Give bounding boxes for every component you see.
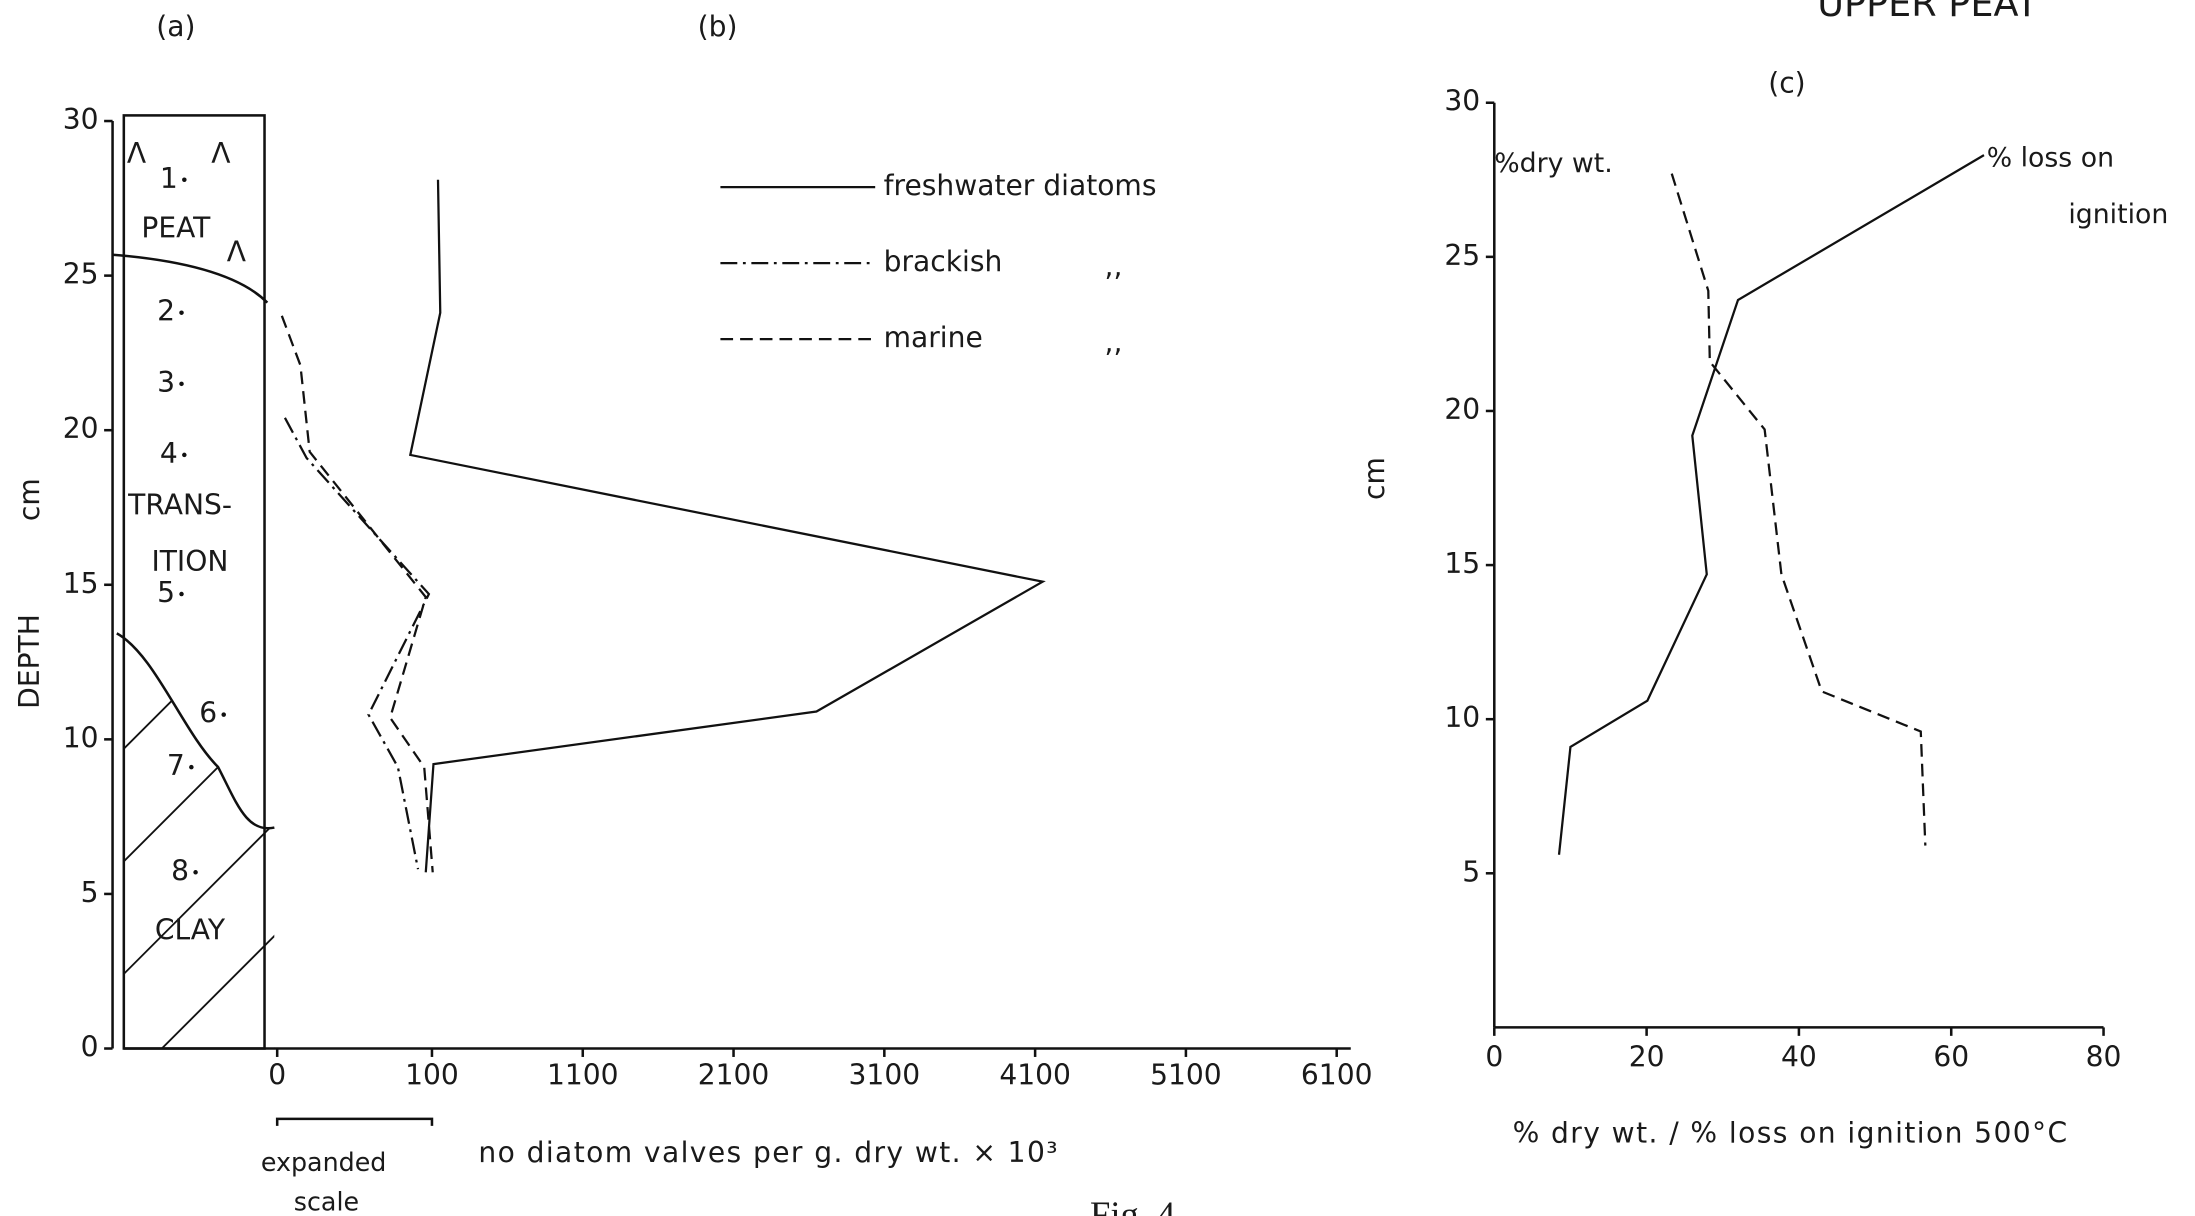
peat-boundary	[112, 253, 269, 304]
series-label: %dry wt.	[1494, 148, 1612, 179]
sediment-line	[1557, 154, 1985, 855]
y-tick-label: 30	[1444, 85, 1480, 118]
x-tick-label: 40	[1781, 1040, 1817, 1073]
legend-label: brackish	[884, 245, 1003, 278]
sample-label: 6	[199, 697, 217, 730]
diatom-line	[283, 417, 431, 870]
diatom-line	[280, 315, 434, 873]
x-tick-label: 0	[268, 1059, 286, 1092]
sediment-line	[1670, 173, 1927, 846]
y-axis-unit: cm	[13, 478, 46, 521]
sample-point	[221, 712, 226, 717]
y-tick-label: 25	[63, 258, 99, 291]
peat-symbol: Λ	[211, 137, 230, 170]
y-tick-label: 20	[63, 412, 99, 445]
x-axis-label: % dry wt. / % loss on ignition 500°C	[1513, 1116, 2069, 1149]
x-tick-label: 60	[1933, 1040, 1969, 1073]
series-label: % loss on	[1987, 143, 2114, 174]
y-tick-label: 5	[81, 876, 99, 909]
sample-label: 2	[157, 295, 175, 328]
x-axis-label: no diatom valves per g. dry wt. × 10³	[478, 1136, 1059, 1169]
x-tick-label: 5100	[1150, 1059, 1222, 1092]
y-tick-label: 20	[1444, 393, 1480, 426]
y-tick-label: 15	[1444, 547, 1480, 580]
sample-point	[193, 870, 198, 875]
title: UPPER PEAT	[1817, 0, 2038, 25]
sample-point	[179, 310, 184, 315]
x-tick-label: 1100	[547, 1059, 619, 1092]
panel-label: (b)	[698, 10, 738, 43]
sample-label: 1	[160, 162, 178, 195]
sample-point	[182, 452, 187, 458]
diatom-line	[408, 179, 1046, 873]
unit-label: ITION	[151, 545, 228, 578]
y-tick-label: 15	[63, 567, 99, 600]
sample-label: 8	[171, 854, 189, 887]
expanded-scale-bracket	[275, 1117, 434, 1126]
legend-ditto: ,,	[1105, 325, 1123, 358]
x-tick-label: 0	[1485, 1040, 1503, 1073]
sample-point	[179, 591, 184, 597]
sample-point	[182, 177, 187, 183]
sample-label: 5	[157, 576, 175, 609]
sample-point	[189, 764, 194, 770]
sample-label: 3	[157, 366, 175, 399]
x-tick-label: 80	[2086, 1040, 2122, 1073]
x-tick-label: 6100	[1301, 1059, 1373, 1092]
clay-hatching	[123, 633, 275, 1049]
y-tick-label: 10	[63, 721, 99, 754]
unit-label: TRANS-	[127, 489, 232, 522]
expanded-scale-label: scale	[294, 1186, 359, 1216]
series-label: ignition	[2068, 199, 2168, 230]
peat-symbol: Λ	[127, 137, 146, 170]
sample-label: 7	[167, 749, 185, 782]
panel-label: (a)	[156, 10, 195, 43]
y-axis-label: DEPTH	[13, 614, 46, 709]
legend-label: freshwater diatoms	[884, 169, 1157, 202]
expanded-scale-label: expanded	[261, 1147, 386, 1177]
x-tick-label: 4100	[999, 1059, 1071, 1092]
x-tick-label: 20	[1629, 1040, 1665, 1073]
y-tick-label: 25	[1444, 239, 1480, 272]
sample-label: 4	[160, 437, 178, 470]
sample-point	[179, 381, 184, 387]
panel-label: (c)	[1768, 66, 1805, 99]
x-tick-label: 3100	[849, 1059, 921, 1092]
y-tick-label: 30	[63, 103, 99, 136]
legend-label: marine	[884, 321, 983, 354]
unit-label: PEAT	[141, 211, 211, 244]
y-tick-label: 5	[1462, 855, 1480, 888]
clay-boundary	[116, 632, 275, 830]
y-tick-label: 10	[1444, 701, 1480, 734]
y-tick-label: 0	[81, 1031, 99, 1064]
unit-label: CLAY	[155, 914, 226, 947]
y-axis-label: cm	[1358, 457, 1391, 500]
x-tick-label: 2100	[698, 1059, 770, 1092]
legend-ditto: ,,	[1105, 249, 1123, 282]
caption: Fig. 4	[1090, 1194, 1175, 1216]
x-tick-label: 100	[405, 1059, 459, 1092]
peat-symbol: Λ	[227, 235, 246, 268]
